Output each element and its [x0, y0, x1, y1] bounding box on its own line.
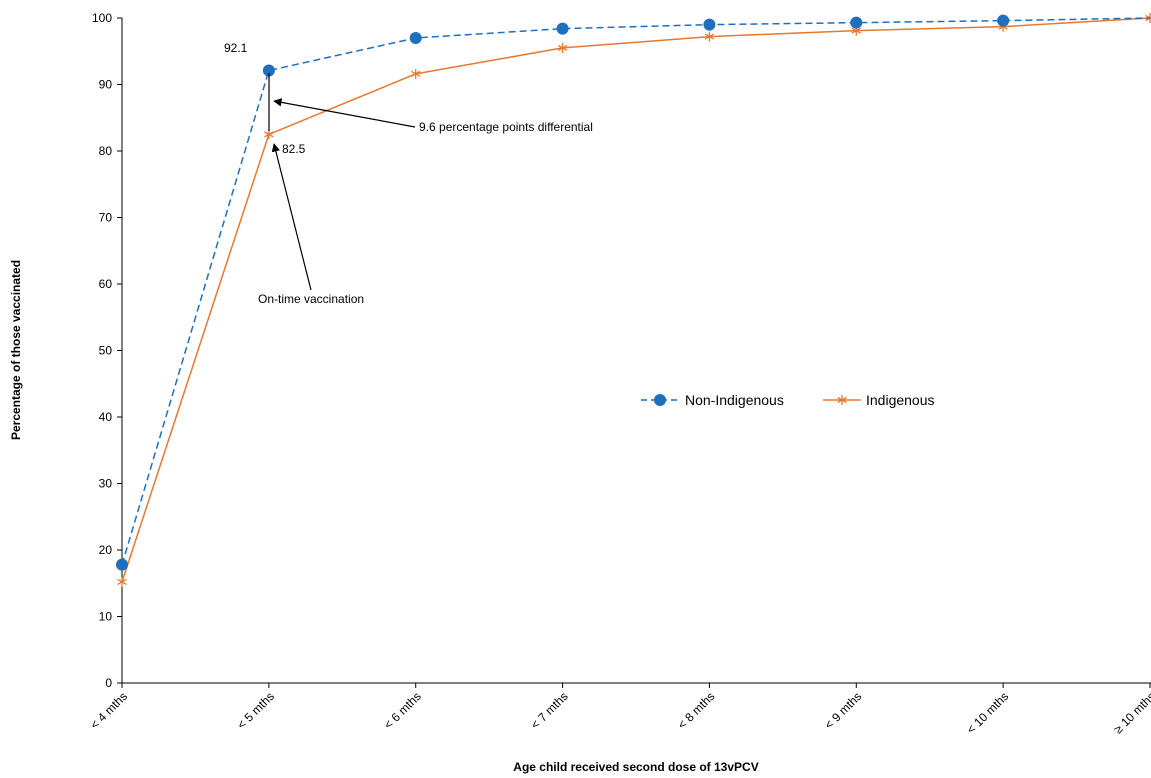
data-point	[116, 558, 128, 571]
series-non-indigenous	[116, 14, 1151, 571]
x-ticks: < 4 mths < 5 mths < 6 mths < 7 mths < 8 mths…	[87, 683, 1151, 737]
legend-label-non-indigenous: Non-Indigenous	[685, 392, 784, 408]
data-point	[556, 22, 569, 35]
y-tick-label: 100	[92, 11, 112, 25]
data-point	[411, 68, 421, 79]
y-tick-label: 50	[99, 344, 113, 358]
legend: Non-Indigenous Indigenous	[641, 392, 935, 408]
series-layer	[116, 13, 1151, 587]
data-point	[997, 14, 1010, 27]
legend-marker-non-indigenous	[654, 394, 666, 406]
value-label-92-1: 92.1	[224, 41, 248, 55]
annotations: 92.1 82.5 9.6 percentage points differen…	[224, 41, 593, 306]
data-point	[704, 31, 715, 42]
x-tick-label: < 5 mths	[234, 689, 277, 732]
y-axis-title: Percentage of those vaccinated	[9, 260, 23, 440]
data-point	[850, 16, 863, 29]
series-indigenous	[117, 13, 1151, 587]
x-tick-label: < 7 mths	[528, 689, 571, 732]
x-tick-label: < 10 mths	[964, 689, 1011, 736]
data-point	[262, 64, 275, 77]
y-tick-label: 60	[99, 277, 113, 291]
data-point	[264, 129, 274, 140]
data-point	[557, 42, 568, 53]
value-label-82-5: 82.5	[282, 142, 306, 156]
y-tick-label: 90	[99, 78, 113, 92]
y-tick-label: 70	[99, 211, 113, 225]
x-tick-label: < 6 mths	[381, 689, 424, 732]
ontime-annotation: On-time vaccination	[258, 292, 364, 306]
series-line	[121, 17, 1151, 565]
y-tick-label: 30	[99, 477, 113, 491]
y-ticks: 0 10 20 30 40 50 60 70 80 90 100	[92, 11, 122, 690]
x-tick-label: < 4 mths	[87, 689, 130, 732]
differential-arrow	[273, 98, 416, 128]
y-tick-label: 40	[99, 410, 113, 424]
y-tick-label: 0	[105, 676, 112, 690]
legend-asterisk	[837, 395, 847, 405]
y-tick-label: 10	[99, 610, 113, 624]
y-tick-label: 80	[99, 144, 113, 158]
data-point	[409, 31, 422, 44]
x-tick-label: < 8 mths	[675, 689, 718, 732]
data-point	[703, 18, 716, 31]
series-line	[121, 17, 1151, 583]
legend-label-indigenous: Indigenous	[866, 392, 935, 408]
ontime-arrow	[271, 143, 312, 291]
differential-annotation: 9.6 percentage points differential	[419, 120, 593, 134]
x-tick-label: < 9 mths	[822, 689, 865, 732]
y-tick-label: 20	[99, 543, 113, 557]
data-point	[117, 576, 127, 587]
x-tick-label: ≥ 10 mths	[1111, 689, 1151, 736]
legend-marker-indigenous	[837, 395, 847, 405]
x-axis-title: Age child received second dose of 13vPCV	[513, 760, 758, 774]
axes	[121, 18, 1151, 684]
